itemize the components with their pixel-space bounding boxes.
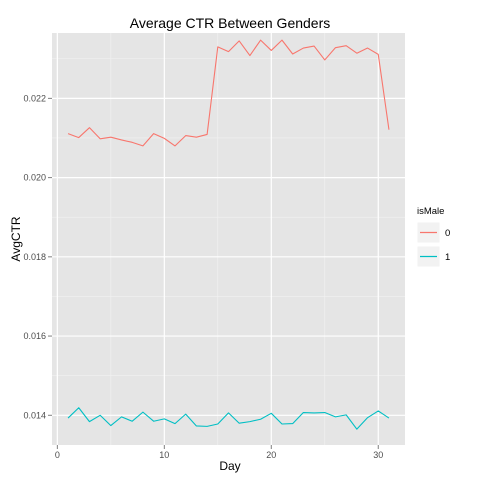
series-lines	[67, 39, 390, 430]
x-tick-label: 0	[55, 450, 60, 460]
x-axis-title: Day	[219, 459, 240, 473]
legend-label-1: 1	[445, 252, 450, 263]
chart-title: Average CTR Between Genders	[130, 15, 331, 31]
legend-items: 01	[416, 221, 450, 268]
y-axis-title: AvgCTR	[9, 216, 23, 261]
x-tick-label: 10	[159, 450, 169, 460]
series-line-1	[67, 407, 390, 430]
y-tick-label: 0.020	[23, 173, 46, 183]
legend-label-0: 0	[445, 228, 450, 239]
y-tick-label: 0.022	[23, 93, 46, 103]
x-tick-label: 20	[266, 450, 276, 460]
x-tick-label: 30	[373, 450, 383, 460]
plot-panel	[52, 33, 405, 445]
gridlines	[52, 33, 405, 445]
y-tick-label: 0.016	[23, 331, 46, 341]
axes: 0 10 20 30 0.014 0.016 0.018 0.020 0.022	[23, 93, 383, 460]
y-tick-label: 0.018	[23, 252, 46, 262]
legend-title: isMale	[417, 206, 444, 217]
legend: isMale 01	[416, 206, 450, 268]
y-tick-label: 0.014	[23, 410, 46, 420]
series-line-0	[67, 39, 390, 147]
